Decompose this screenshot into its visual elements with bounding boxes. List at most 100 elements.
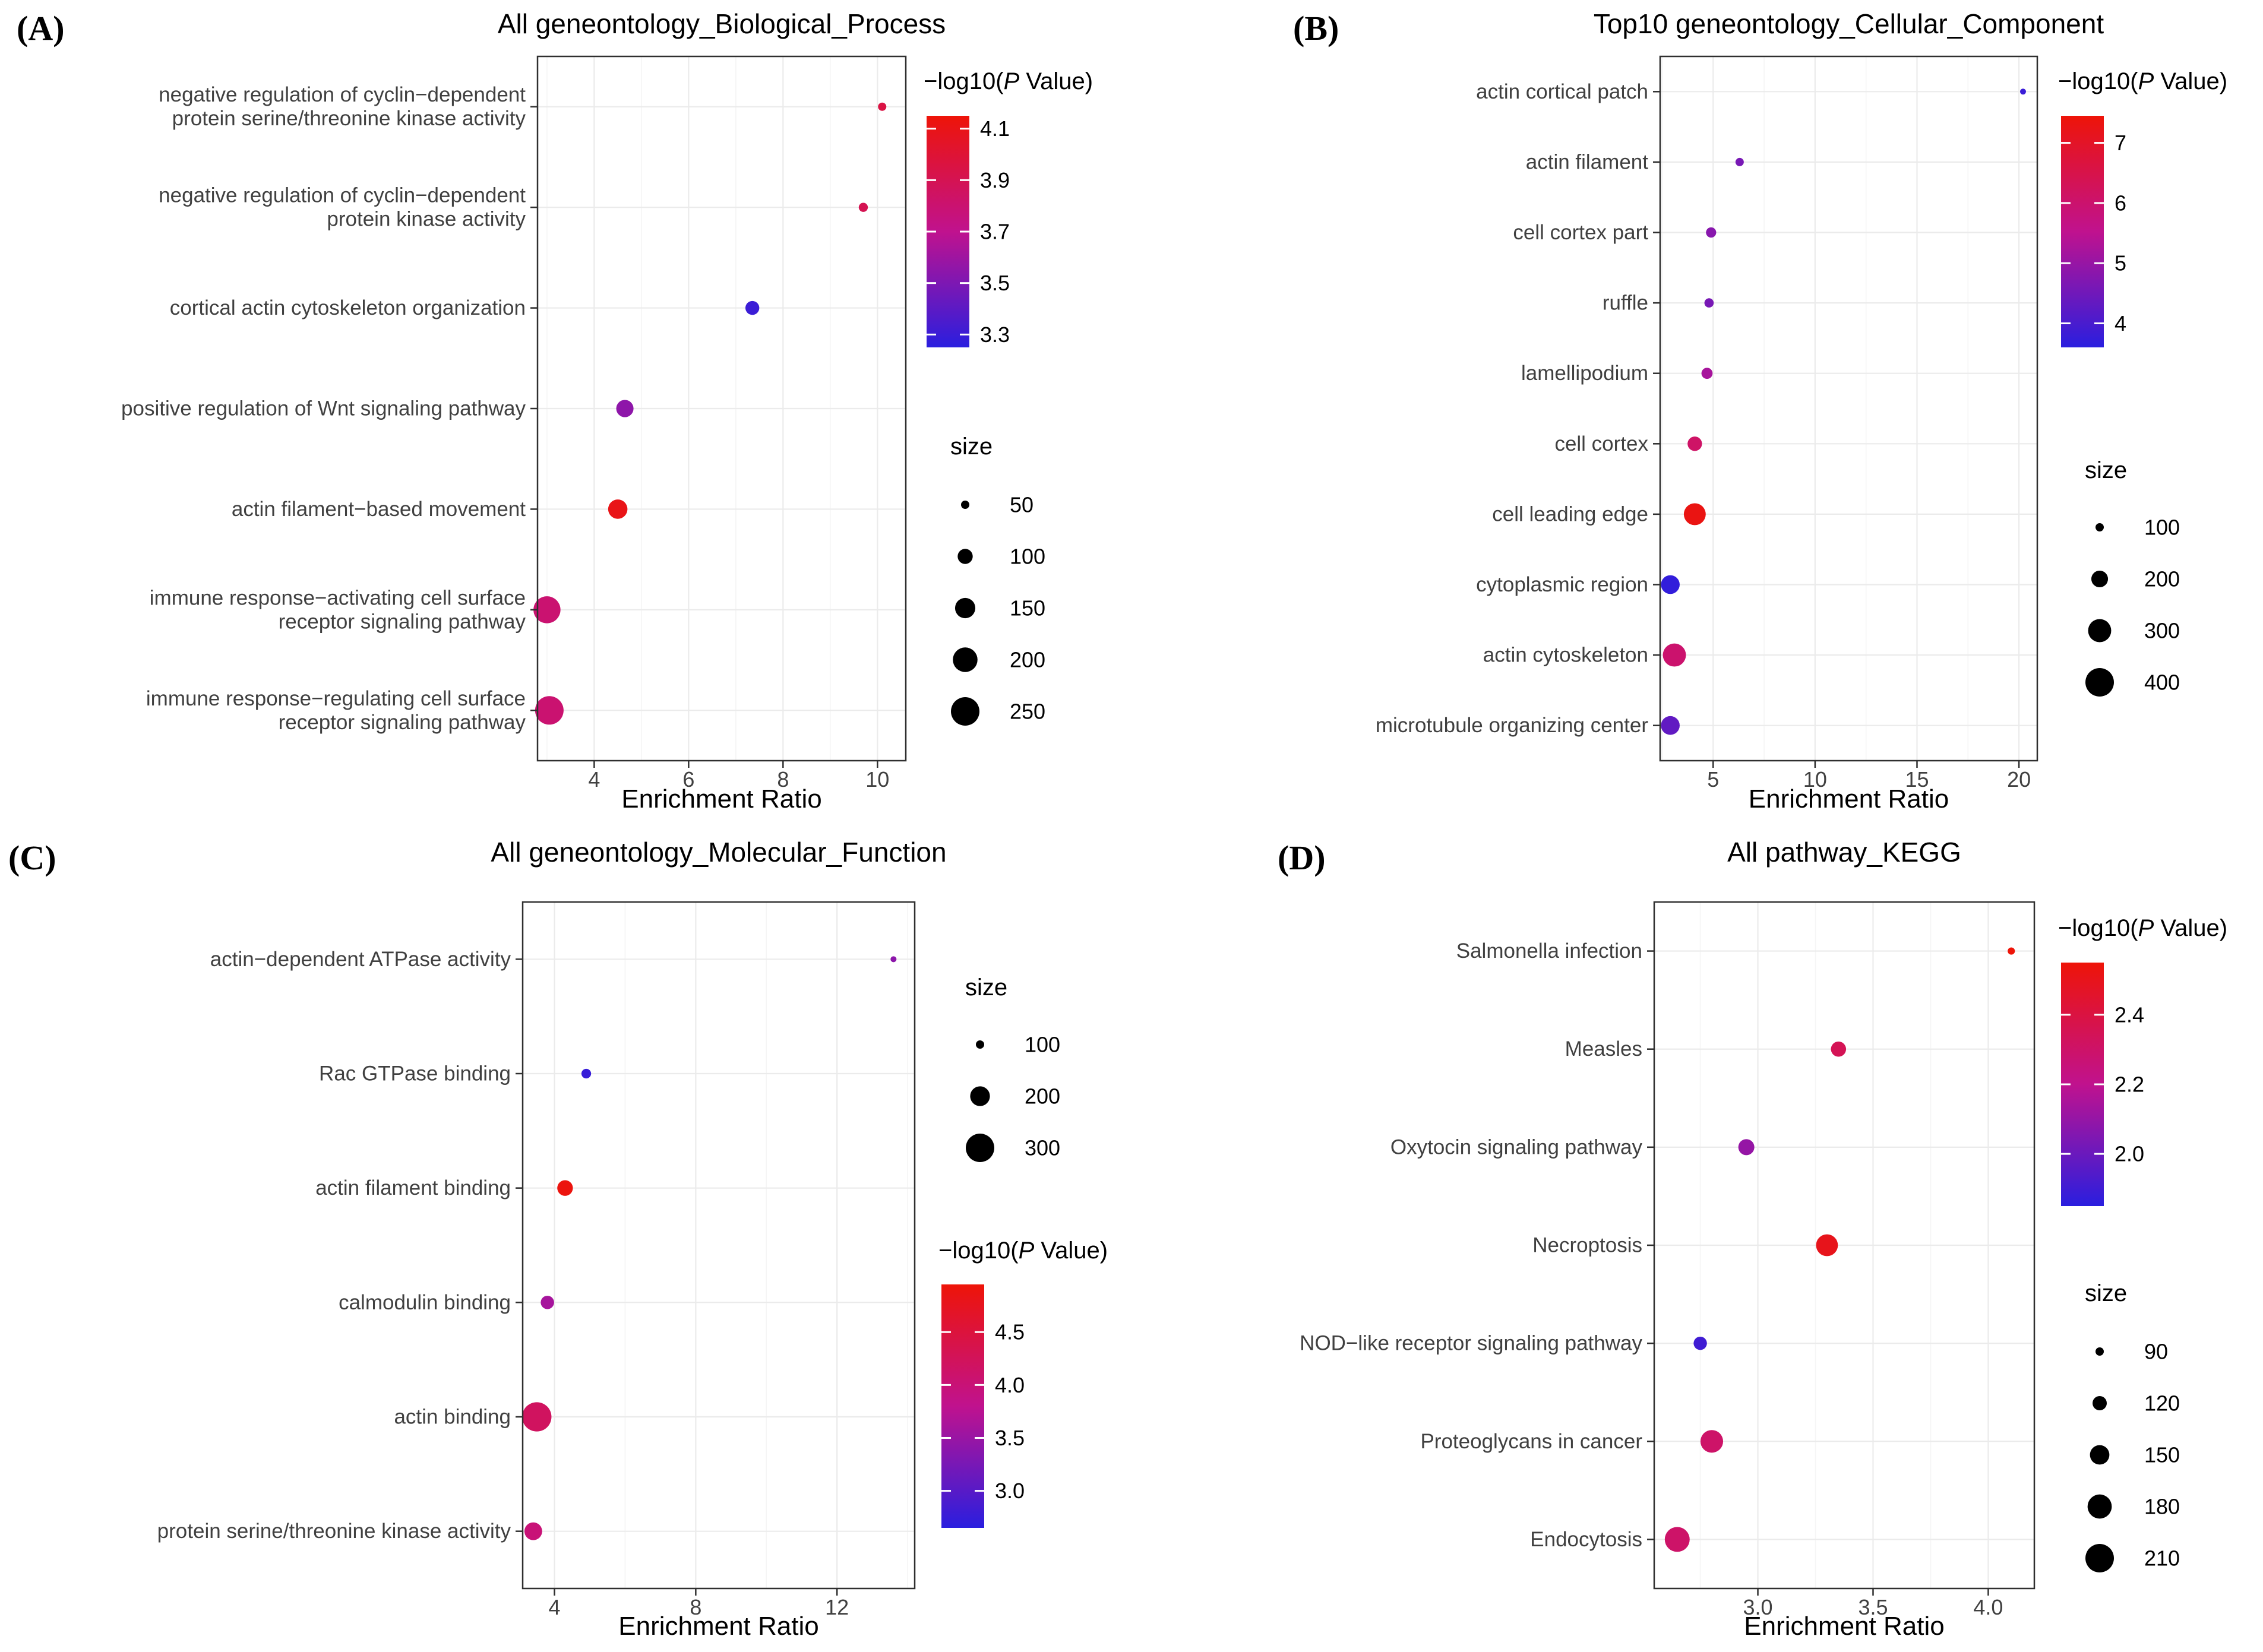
x-axis-title: Enrichment Ratio [1744,1612,1944,1641]
y-axis-label: calmodulin binding [339,1291,511,1314]
color-legend-bar [2061,116,2104,347]
cellular-component-dotplot: actin cortical patch actin filament cell c… [1376,8,2227,814]
y-axis-label: Rac GTPase binding [319,1062,511,1085]
size-legend-label: 200 [1025,1084,1060,1109]
plot-area [1660,56,2037,761]
data-point [1693,1336,1707,1350]
y-axis-label: Salmonella infection [1456,939,1642,963]
data-point [616,400,634,417]
kegg-pathway-dotplot: Salmonella infection Measles Oxytocin sign… [1300,837,2227,1641]
y-axis-label: lamellipodium [1521,362,1648,385]
x-axis-tick-label: 4 [588,767,600,792]
color-legend-title: −log10(P Value) [2058,68,2227,94]
x-axis-tick-label: 20 [2007,767,2031,792]
size-legend-label: 90 [2144,1340,2168,1364]
size-legend-dot [954,597,976,619]
size-legend-label: 180 [2144,1495,2180,1519]
y-axis-label: actin binding [394,1406,511,1429]
y-axis-label: negative regulation of cyclin−dependent [159,184,526,207]
color-legend-tick-label: 7 [2115,131,2126,155]
panel-molecular-function: (C) actin−dependent ATPase activity Rac G… [0,826,1132,1652]
y-axis-label: cell cortex [1554,432,1648,455]
color-legend-title: −log10(P Value) [924,68,1093,94]
size-legend-dot [2085,668,2114,697]
y-axis-label: protein kinase activity [327,208,526,231]
data-point [1816,1234,1838,1257]
size-legend-dot [2096,1347,2104,1356]
data-point [1700,1430,1724,1453]
data-point [858,202,868,212]
x-axis-tick-label: 10 [865,767,889,792]
y-axis-label: actin filament [1526,150,1648,173]
size-legend-label: 210 [2144,1546,2180,1571]
size-legend-dot [2096,523,2104,531]
size-legend-dot [953,647,978,672]
size-legend-dot [2090,1445,2110,1465]
data-point [1738,1139,1755,1156]
y-axis-label: Measles [1565,1037,1642,1061]
data-point [1661,716,1680,735]
panel-title: Top10 geneontology_Cellular_Component [1594,8,2104,39]
y-axis-label: actin filament−based movement [232,498,526,521]
panel-border [521,901,916,1590]
x-axis-tick-label: 12 [825,1595,849,1619]
data-point [1664,1527,1690,1552]
size-legend-label: 150 [2144,1443,2180,1467]
y-axis-label: NOD−like receptor signaling pathway [1300,1332,1642,1355]
size-legend-dot [957,549,973,564]
size-legend-dot [961,501,969,509]
color-legend-tick-label: 3.0 [995,1479,1025,1503]
size-legend-label: 300 [1025,1136,1060,1160]
plot-area [523,902,915,1588]
data-point [1704,298,1714,308]
color-legend-tick-label: 3.5 [980,271,1010,295]
y-axis-label: cell leading edge [1492,502,1648,526]
y-axis-label: negative regulation of cyclin−dependent [159,83,526,106]
size-legend-label: 100 [1010,545,1045,569]
y-axis-label: ruffle [1603,292,1648,315]
data-point [1831,1041,1847,1057]
size-legend-label: 120 [2144,1391,2180,1416]
panel-title: All geneontology_Biological_Process [498,8,946,39]
data-point [535,696,564,725]
x-axis-tick-label: 3.0 [1743,1595,1773,1619]
panel-title: All geneontology_Molecular_Function [491,837,946,868]
color-legend-tick-label: 3.3 [980,322,1010,347]
x-axis-tick-label: 6 [682,767,694,792]
y-axis-label: cortical actin cytoskeleton organization [170,296,526,319]
size-legend-dot [966,1134,994,1162]
data-point [2019,88,2026,95]
panel-biological-process: (A) negative regulation of cyclin−depend… [0,0,1132,826]
size-legend-label: 400 [2144,670,2180,695]
y-axis-label: Proteoglycans in cancer [1420,1430,1642,1453]
color-legend-tick-label: 3.7 [980,220,1010,244]
y-axis-label: positive regulation of Wnt signaling pat… [121,397,526,420]
size-legend-dot [976,1040,984,1049]
data-point [541,1296,554,1309]
panel-letter-b: (B) [1293,9,1339,48]
data-point [557,1180,573,1196]
data-point [2008,947,2015,955]
data-point [745,300,760,315]
biological-process-dotplot: negative regulation of cyclin−dependentp… [121,8,1093,814]
size-legend-label: 100 [1025,1033,1060,1057]
panel-letter-a: (A) [17,9,65,48]
size-legend-title: size [965,974,1007,1001]
color-legend-tick-label: 5 [2115,251,2126,276]
size-legend-label: 150 [1010,596,1045,621]
y-axis-label: actin filament binding [315,1176,511,1200]
data-point [1683,503,1706,526]
data-point [890,956,897,963]
size-legend-dot [2085,1544,2114,1572]
y-axis-label: Oxytocin signaling pathway [1390,1135,1643,1159]
color-legend-tick-label: 4 [2115,311,2126,336]
size-legend-label: 100 [2144,515,2180,540]
y-axis-label: cytoplasmic region [1476,573,1648,596]
size-legend-dot [2088,619,2112,643]
x-axis-tick-label: 5 [1707,767,1719,792]
panel-letter-c: (C) [8,838,56,877]
x-axis-tick-label: 15 [1905,767,1929,792]
panel-title: All pathway_KEGG [1727,837,1961,868]
y-axis-label: Necroptosis [1532,1234,1642,1257]
